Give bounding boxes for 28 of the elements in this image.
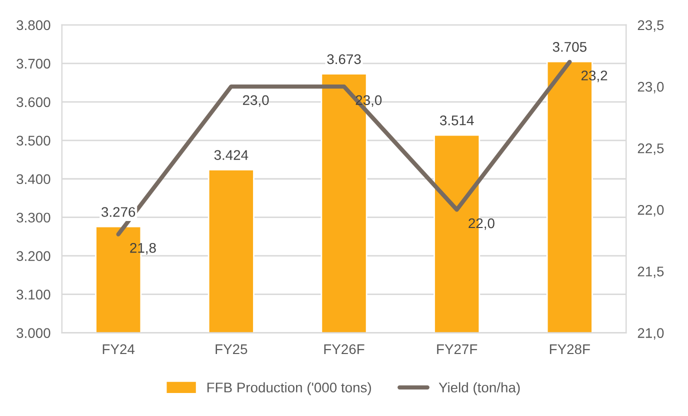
y2-tick-label: 23,5 [638, 20, 664, 32]
y-tick-label: 3.400 [16, 174, 50, 184]
data-label: 3.424 [214, 150, 248, 160]
y2-tick-label: 22,5 [638, 143, 664, 155]
y-tick-label: 3.100 [16, 290, 50, 300]
legend-label: FFB Production ('000 tons) [207, 382, 371, 396]
y-tick-label: 3.700 [16, 58, 50, 69]
y-tick-label: 3.600 [16, 97, 50, 108]
data-label: 3.276 [101, 207, 136, 217]
data-label: 3.514 [440, 115, 474, 126]
legend-label: Yield (ton/ha) [438, 382, 520, 396]
x-tick-label: FY28F [550, 344, 590, 354]
y-tick-label: 3.000 [16, 328, 50, 338]
x-tick-label: FY25 [216, 344, 248, 354]
data-label: 3.705 [552, 42, 586, 52]
y-tick-label: 3.300 [16, 212, 50, 223]
x-tick-label: FY27F [437, 344, 478, 354]
y2-tick-label: 23,0 [638, 82, 664, 94]
data-label: 23,0 [242, 95, 269, 107]
x-tick-label: FY26F [324, 344, 364, 354]
y-tick-label: 3.200 [16, 251, 50, 262]
y-tick-label: 3.500 [16, 136, 50, 146]
data-label: 3.673 [327, 54, 361, 64]
y2-tick-label: 21,0 [638, 328, 664, 340]
y2-tick-label: 22,0 [638, 205, 664, 216]
y2-tick-label: 21,5 [638, 266, 664, 278]
y-tick-label: 3.800 [16, 20, 50, 30]
x-tick-label: FY24 [102, 344, 135, 354]
